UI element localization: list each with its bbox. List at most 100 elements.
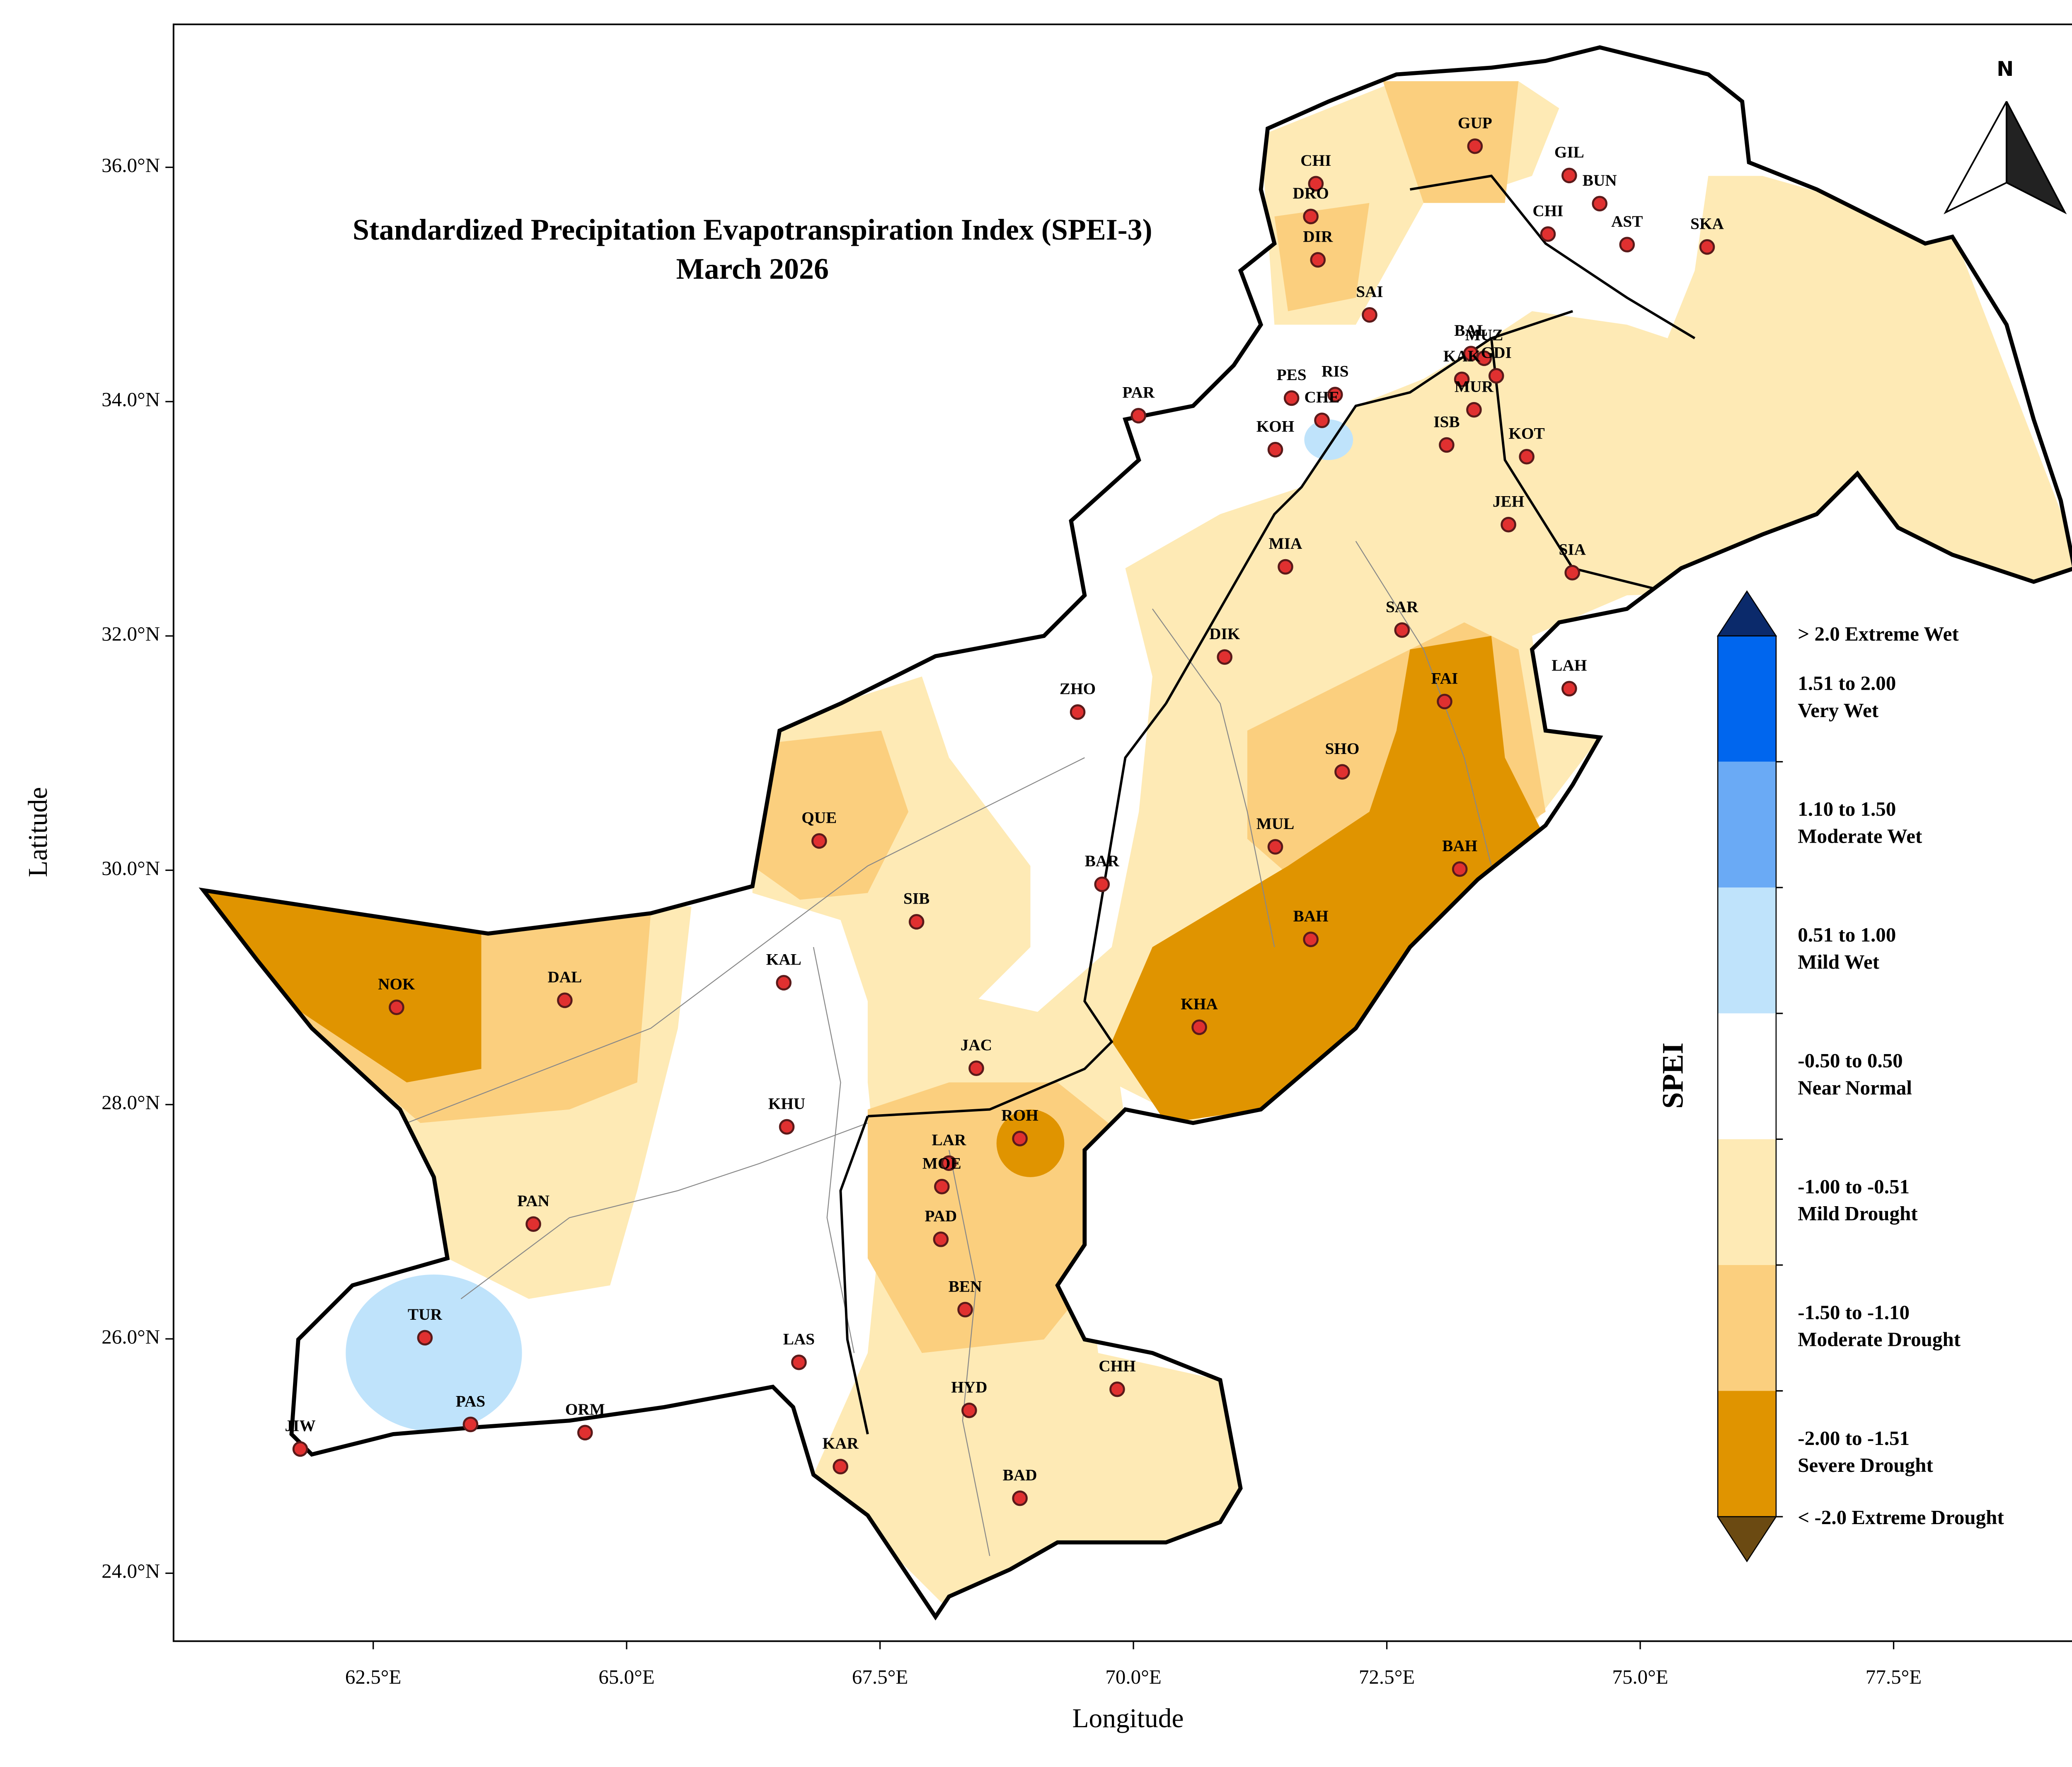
station-label: KOH bbox=[1256, 418, 1295, 436]
station-marker bbox=[1561, 167, 1577, 184]
legend-label: 1.51 to 2.00 bbox=[1798, 672, 1896, 695]
station-marker bbox=[1070, 704, 1086, 720]
y-axis-label: Latitude bbox=[23, 787, 53, 877]
station-marker bbox=[1191, 1019, 1207, 1035]
station-marker bbox=[1327, 387, 1343, 402]
station-marker bbox=[1619, 237, 1635, 252]
legend-swatch bbox=[1718, 1391, 1776, 1517]
station-label: PAN bbox=[517, 1192, 549, 1210]
station-label: MOE bbox=[922, 1155, 961, 1173]
station-label: KHA bbox=[1181, 995, 1218, 1013]
legend-swatch bbox=[1718, 1139, 1776, 1265]
station-label: JIW bbox=[285, 1417, 315, 1435]
station-label: RIS bbox=[1322, 363, 1348, 381]
station-marker bbox=[1362, 307, 1377, 323]
x-tick-label: 72.5°E bbox=[1359, 1665, 1415, 1688]
station-label: FAI bbox=[1431, 669, 1458, 687]
station-marker bbox=[1466, 402, 1482, 418]
station-label: MUR bbox=[1455, 378, 1493, 396]
x-tick-label: 62.5°E bbox=[345, 1665, 401, 1688]
station-marker bbox=[1278, 559, 1293, 575]
station-marker bbox=[1303, 208, 1319, 225]
legend-title: SPEI bbox=[1656, 1042, 1689, 1109]
legend-swatch bbox=[1718, 1265, 1776, 1391]
station-marker bbox=[1467, 138, 1483, 154]
station-label: KOT bbox=[1508, 425, 1544, 443]
x-tick-label: 77.5°E bbox=[1866, 1665, 1922, 1688]
legend-label: < -2.0 Extreme Drought bbox=[1798, 1506, 2004, 1529]
station-label: GDI bbox=[1481, 344, 1512, 362]
station-marker bbox=[292, 1441, 308, 1457]
legend-label: Near Normal bbox=[1798, 1076, 1912, 1099]
y-tick-label: 36.0°N bbox=[102, 154, 160, 177]
station-label: GIL bbox=[1554, 143, 1584, 161]
legend-swatch bbox=[1718, 636, 1776, 762]
station-marker bbox=[1094, 876, 1110, 892]
x-tick-label: 70.0°E bbox=[1105, 1665, 1161, 1688]
station-label: HYD bbox=[951, 1378, 987, 1396]
station-label: NOK bbox=[378, 975, 415, 993]
station-label: SAR bbox=[1386, 598, 1418, 616]
station-label: MUL bbox=[1256, 815, 1295, 833]
station-marker bbox=[1310, 252, 1326, 268]
legend-label: 0.51 to 1.00 bbox=[1798, 923, 1896, 946]
station-marker bbox=[1012, 1490, 1028, 1506]
station-marker bbox=[1699, 239, 1715, 255]
province-boundaries bbox=[839, 175, 1696, 1435]
station-label: JEH bbox=[1493, 493, 1524, 511]
station-label: TUR bbox=[408, 1306, 443, 1323]
station-label: BUN bbox=[1583, 172, 1617, 189]
station-label: KAR bbox=[823, 1435, 859, 1452]
station-marker bbox=[961, 1402, 977, 1418]
map-title: Standardized Precipitation Evapotranspir… bbox=[353, 213, 1152, 246]
station-marker bbox=[462, 1416, 479, 1433]
station-label: ISB bbox=[1433, 413, 1460, 431]
station-label: DAL bbox=[547, 968, 582, 986]
station-label: SKA bbox=[1690, 215, 1724, 233]
legend-label: -1.00 to -0.51 bbox=[1798, 1175, 1910, 1198]
station-label: QUE bbox=[801, 809, 837, 827]
station-marker bbox=[791, 1354, 807, 1370]
station-label: PAS bbox=[456, 1392, 485, 1410]
station-label: BAH bbox=[1442, 837, 1477, 855]
station-marker bbox=[1561, 681, 1577, 697]
station-marker bbox=[1334, 764, 1350, 780]
y-tick-label: 26.0°N bbox=[102, 1325, 160, 1348]
station-marker bbox=[1308, 176, 1324, 191]
station-marker bbox=[1463, 346, 1479, 361]
station-marker bbox=[1012, 1131, 1028, 1146]
station-label: LAR bbox=[932, 1131, 966, 1149]
station-marker bbox=[776, 975, 792, 991]
north-label: N bbox=[1997, 57, 2014, 81]
legend-swatch bbox=[1718, 1013, 1776, 1139]
station-marker bbox=[1488, 368, 1504, 384]
station-marker bbox=[1564, 565, 1580, 581]
station-marker bbox=[1452, 861, 1468, 877]
y-tick-label: 28.0°N bbox=[102, 1091, 160, 1114]
station-label: BAD bbox=[1003, 1466, 1037, 1484]
north-arrow: N bbox=[1944, 57, 2067, 215]
legend-label: Moderate Drought bbox=[1798, 1328, 1961, 1351]
station-label: SAI bbox=[1356, 283, 1383, 301]
station-marker bbox=[1130, 408, 1147, 424]
station-marker bbox=[1314, 412, 1330, 428]
station-label: LAH bbox=[1552, 657, 1587, 674]
station-label: KAL bbox=[766, 951, 801, 969]
station-label: KAK bbox=[1443, 347, 1481, 365]
station-marker bbox=[1283, 390, 1300, 406]
station-marker bbox=[1394, 622, 1410, 638]
legend-label: -2.00 to -1.51 bbox=[1798, 1427, 1910, 1449]
station-marker bbox=[525, 1216, 541, 1232]
station-marker bbox=[1303, 931, 1319, 948]
legend-label: Severe Drought bbox=[1798, 1454, 1933, 1476]
station-marker bbox=[957, 1302, 973, 1318]
station-marker bbox=[577, 1425, 593, 1441]
station-label: DIK bbox=[1209, 625, 1240, 643]
station-marker bbox=[833, 1459, 849, 1475]
station-label: ORM bbox=[565, 1401, 605, 1418]
station-label: SIB bbox=[903, 890, 929, 908]
station-label: CHI bbox=[1532, 202, 1563, 220]
station-label: JAC bbox=[961, 1036, 992, 1054]
station-marker bbox=[934, 1178, 950, 1195]
